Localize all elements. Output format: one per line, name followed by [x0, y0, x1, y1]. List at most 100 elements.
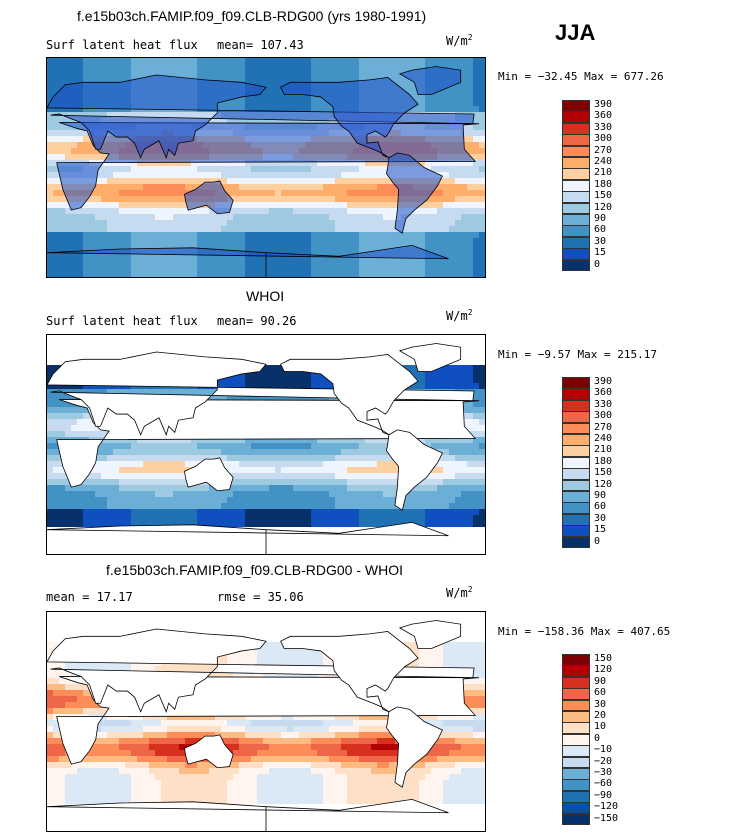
field-cell [425, 648, 431, 654]
field-cell [143, 178, 149, 184]
field-cell [317, 443, 323, 449]
field-cell [305, 166, 311, 172]
field-cell [65, 479, 71, 485]
field-cell [329, 196, 335, 202]
field-cell [83, 431, 89, 437]
field-cell [461, 58, 467, 64]
field-cell [245, 226, 251, 232]
field-cell [125, 473, 131, 479]
field-cell [341, 262, 347, 268]
field-cell [251, 100, 257, 106]
field-cell [59, 467, 65, 473]
field-cell [299, 190, 305, 196]
field-cell [263, 226, 269, 232]
field-cell [377, 455, 383, 461]
field-cell [113, 178, 119, 184]
field-cell [347, 214, 353, 220]
field-cell [221, 437, 227, 443]
colorbar-swatch [562, 100, 590, 112]
field-cell [455, 461, 461, 467]
field-cell [101, 214, 107, 220]
field-cell [119, 196, 125, 202]
field-cell [77, 503, 83, 509]
field-cell [479, 395, 485, 401]
field-cell [473, 268, 479, 274]
field-cell [281, 648, 287, 654]
field-cell [59, 148, 65, 154]
field-cell [281, 437, 287, 443]
field-cell [197, 178, 203, 184]
field-cell [179, 449, 185, 455]
field-cell [209, 76, 215, 82]
field-cell [161, 166, 167, 172]
field-cell [257, 455, 263, 461]
field-cell [149, 64, 155, 70]
field-cell [287, 226, 293, 232]
field-cell [101, 238, 107, 244]
field-cell [275, 262, 281, 268]
field-cell [125, 196, 131, 202]
field-cell [149, 262, 155, 268]
field-cell [227, 172, 233, 178]
field-cell [425, 377, 431, 383]
field-cell [71, 497, 77, 503]
field-cell [185, 256, 191, 262]
field-cell [389, 208, 395, 214]
field-cell [71, 395, 77, 401]
field-cell [317, 166, 323, 172]
field-cell [47, 437, 53, 443]
field-cell [197, 70, 203, 76]
field-cell [239, 395, 245, 401]
field-cell [209, 268, 215, 274]
field-cell [293, 268, 299, 274]
field-cell [185, 274, 191, 277]
field-cell [269, 232, 275, 238]
field-cell [473, 443, 479, 449]
field-cell [443, 214, 449, 220]
field-cell [305, 377, 311, 383]
field-cell [473, 184, 479, 190]
field-cell [335, 449, 341, 455]
field-cell [245, 64, 251, 70]
field-cell [47, 449, 53, 455]
field-cell [377, 473, 383, 479]
field-cell [173, 268, 179, 274]
field-cell [455, 82, 461, 88]
colorbar-label: 390 [594, 376, 613, 387]
field-cell [461, 220, 467, 226]
field-cell [275, 449, 281, 455]
field-cell [239, 118, 245, 124]
field-cell [269, 521, 275, 527]
field-cell [89, 202, 95, 208]
field-cell [53, 196, 59, 202]
field-cell [209, 491, 215, 497]
field-cell [179, 274, 185, 277]
field-cell [173, 64, 179, 70]
field-cell [467, 365, 473, 371]
field-cell [233, 503, 239, 509]
field-cell [53, 485, 59, 491]
colorbar-label: 300 [594, 410, 613, 422]
field-cell [395, 521, 401, 527]
field-cell [449, 485, 455, 491]
field-cell [449, 449, 455, 455]
field-cell [185, 509, 191, 515]
field-cell [83, 660, 89, 666]
field-cell [107, 256, 113, 262]
field-cell [209, 58, 215, 64]
field-cell [209, 214, 215, 220]
field-cell [125, 449, 131, 455]
field-cell [203, 214, 209, 220]
field-cell [431, 497, 437, 503]
field-cell [239, 166, 245, 172]
field-cell [371, 70, 377, 76]
field-cell [71, 208, 77, 214]
field-cell [419, 491, 425, 497]
field-cell [173, 184, 179, 190]
field-cell [383, 226, 389, 232]
field-cell [179, 178, 185, 184]
field-cell [155, 491, 161, 497]
field-cell [383, 214, 389, 220]
field-cell [197, 232, 203, 238]
field-cell [299, 437, 305, 443]
